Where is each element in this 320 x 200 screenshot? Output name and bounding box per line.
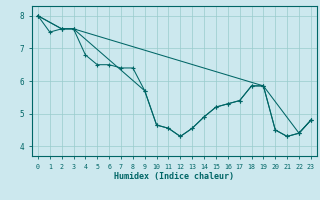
X-axis label: Humidex (Indice chaleur): Humidex (Indice chaleur) [115, 172, 234, 181]
